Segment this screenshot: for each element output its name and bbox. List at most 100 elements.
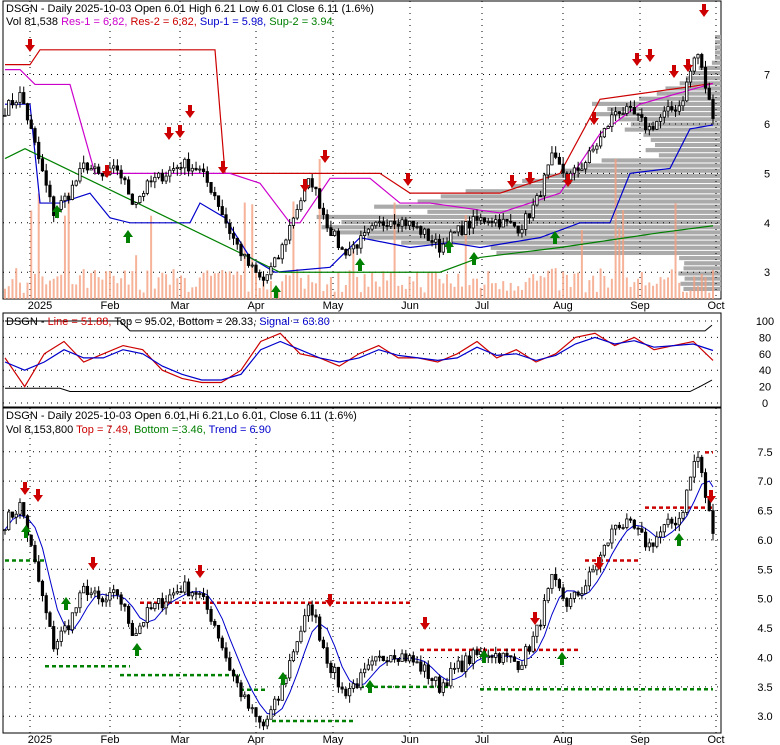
volume-bar bbox=[93, 270, 96, 299]
volume-profile-bar bbox=[321, 225, 721, 230]
volume-bar bbox=[644, 285, 647, 299]
price-candle-body bbox=[190, 167, 194, 172]
header-span: Signal = 63.80 bbox=[259, 316, 330, 328]
stochastic-lines bbox=[4, 320, 714, 393]
price-candle-body bbox=[7, 100, 11, 116]
volume-bar bbox=[487, 271, 490, 299]
trend-candle-body bbox=[475, 649, 479, 655]
price-y-tick: 6 bbox=[764, 119, 770, 131]
price-header-line2: Vol 81,538 Res-1 = 6.82, Res-2 = 6.82, S… bbox=[6, 16, 333, 28]
volume-profile-bar bbox=[560, 168, 721, 173]
volume-bar bbox=[509, 282, 512, 299]
volume-bar bbox=[648, 282, 651, 299]
trend-x-ticks: 2025 Feb Mar Apr May Jun Jul Aug Sep Oct bbox=[28, 734, 725, 745]
volume-bar bbox=[157, 277, 160, 299]
trend-candle-body bbox=[310, 604, 314, 616]
volume-bar bbox=[108, 271, 111, 299]
resistance-1-line bbox=[5, 68, 714, 224]
volume-bar bbox=[550, 268, 553, 299]
volume-profile-bar bbox=[417, 199, 721, 204]
trend-candle-body bbox=[374, 656, 378, 662]
price-candle-body bbox=[269, 266, 273, 276]
price-candle-body bbox=[325, 214, 329, 229]
price-x-tick: Oct bbox=[707, 300, 724, 312]
volume-bar bbox=[15, 268, 18, 299]
volume-profile-bar bbox=[654, 142, 721, 148]
stochastic-signal-line bbox=[4, 336, 714, 381]
volume-bar bbox=[697, 286, 700, 299]
volume-bar bbox=[434, 272, 437, 299]
volume-bar bbox=[517, 286, 520, 299]
price-x-tick: Jul bbox=[475, 300, 489, 312]
trend-candle-body bbox=[220, 637, 224, 649]
price-candle-body bbox=[134, 202, 138, 205]
volume-bar bbox=[60, 274, 63, 299]
trend-candle-body bbox=[584, 585, 588, 594]
price-candle-body bbox=[280, 244, 284, 260]
volume-bar bbox=[262, 281, 265, 299]
trend-candle-body bbox=[89, 592, 93, 596]
trend-candle-body bbox=[456, 660, 460, 669]
trend-candle-body bbox=[48, 612, 52, 627]
volume-bar bbox=[210, 275, 213, 299]
price-candle-body bbox=[662, 110, 666, 118]
price-candle-body bbox=[74, 180, 78, 186]
volume-profile-bar bbox=[427, 209, 721, 214]
bottom-arrow bbox=[61, 597, 71, 610]
volume-bar bbox=[292, 201, 295, 299]
volume-bar bbox=[693, 276, 696, 299]
volume-profile-bar bbox=[490, 245, 721, 250]
price-candle-body bbox=[265, 274, 269, 281]
volume-bar bbox=[584, 292, 587, 299]
trend-candle-body bbox=[396, 658, 400, 662]
trend-candle-body bbox=[677, 517, 681, 526]
price-candle-body bbox=[276, 257, 281, 260]
price-candle-body bbox=[419, 226, 423, 235]
volume-profile-bar bbox=[658, 153, 721, 158]
price-candle-body bbox=[22, 92, 26, 105]
volume-bar bbox=[116, 283, 119, 299]
volume-bar bbox=[535, 280, 538, 299]
price-candle-body bbox=[171, 168, 176, 171]
volume-bar bbox=[472, 278, 475, 299]
price-candle-body bbox=[475, 216, 479, 221]
trend-x-tick: Apr bbox=[247, 734, 264, 745]
header-span: Vol 81,538 bbox=[6, 16, 61, 28]
trend-candle-body bbox=[318, 616, 322, 641]
price-candle-body bbox=[33, 128, 37, 143]
price-candle-body bbox=[550, 152, 554, 166]
trend-candle-body bbox=[175, 591, 179, 594]
price-candle-body bbox=[692, 57, 696, 72]
trend-header-line2: Vol 8,153,800 Top = 7.49, Bottom = 3.46,… bbox=[6, 424, 271, 436]
trend-candle-body bbox=[651, 542, 655, 547]
trend-candle-body bbox=[186, 581, 191, 597]
price-panel: DSGN - Daily 2025-10-03 Open 6.01 High 6… bbox=[2, 0, 770, 312]
volume-profile-bar bbox=[335, 230, 721, 235]
trend-candle-body bbox=[246, 694, 251, 709]
price-candle-body bbox=[288, 225, 292, 241]
top-arrow bbox=[88, 557, 98, 570]
bottom-arrow bbox=[21, 525, 31, 538]
trend-candle-body bbox=[505, 652, 509, 657]
price-candle-body bbox=[456, 225, 460, 233]
trend-candle-body bbox=[243, 694, 247, 698]
price-candle-body bbox=[10, 100, 15, 106]
volume-profile-bar bbox=[698, 65, 721, 70]
price-candle-body bbox=[299, 200, 303, 210]
price-candle-body bbox=[89, 168, 93, 171]
volume-bar bbox=[359, 292, 362, 299]
trend-candle-body bbox=[670, 518, 674, 524]
price-candle-body bbox=[452, 231, 457, 234]
volume-bar bbox=[45, 284, 48, 299]
price-candle-body bbox=[145, 180, 149, 194]
volume-bar bbox=[659, 277, 662, 299]
volume-bar bbox=[397, 285, 400, 299]
stochastic-y-tick: 20 bbox=[759, 382, 771, 394]
volume-bar bbox=[389, 272, 392, 299]
volume-bar bbox=[187, 291, 190, 299]
trend-candle-body bbox=[164, 601, 168, 609]
price-candle-body bbox=[505, 218, 509, 222]
sell-arrow bbox=[164, 127, 174, 140]
volume-bar bbox=[314, 283, 317, 299]
price-candle-body bbox=[224, 214, 228, 224]
